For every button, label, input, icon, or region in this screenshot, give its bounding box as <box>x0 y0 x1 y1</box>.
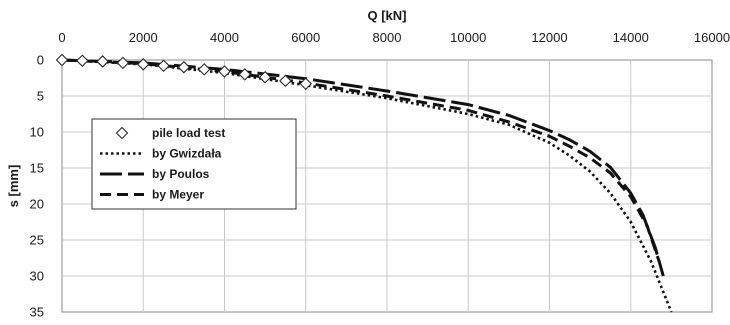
data-point-marker <box>279 74 292 88</box>
data-point-marker <box>55 53 69 67</box>
data-point-marker <box>197 63 211 76</box>
y-tick-label: 0 <box>37 53 44 68</box>
y-tick-label: 15 <box>30 161 44 176</box>
data-point-marker <box>96 55 109 68</box>
series-layer <box>55 53 673 313</box>
data-point-marker <box>299 77 313 91</box>
y-tick-label: 5 <box>37 89 44 104</box>
x-tick-label: 12000 <box>531 30 567 45</box>
series-line-dash <box>61 58 661 263</box>
y-axis-title: s [mm] <box>6 165 21 208</box>
x-tick-label: 16000 <box>694 30 730 45</box>
data-point-marker <box>76 54 89 67</box>
x-tick-label: 14000 <box>613 30 649 45</box>
x-tick-label: 6000 <box>291 30 320 45</box>
series-line-dotted <box>61 58 673 313</box>
y-tick-label: 35 <box>30 305 44 320</box>
data-point-marker <box>116 56 130 70</box>
data-point-marker <box>157 59 170 73</box>
axis-layer: 0 2000 4000 6000 8000 10000 12000 14000 16000 0 5 1… <box>30 30 730 320</box>
series-line-long-dash <box>61 58 665 277</box>
legend-label: by Meyer <box>152 188 204 202</box>
x-tick-label: 0 <box>58 30 65 45</box>
data-point-marker <box>136 58 150 71</box>
y-tick-label: 10 <box>30 125 44 140</box>
x-tick-label: 4000 <box>210 30 239 45</box>
legend: pile load test by Gwizdała by Poulos by Mey… <box>91 118 297 210</box>
legend-marker-diamond <box>115 126 129 140</box>
data-point-marker <box>258 71 272 84</box>
x-tick-label: 8000 <box>373 30 402 45</box>
data-point-marker <box>218 65 231 78</box>
legend-label: by Poulos <box>152 167 210 181</box>
y-tick-label: 20 <box>30 197 44 212</box>
legend-label: pile load test <box>152 126 225 140</box>
series-pile-load-test <box>55 53 313 91</box>
data-point-marker <box>238 68 252 81</box>
legend-label: by Gwizdała <box>152 147 222 161</box>
x-axis-title: Q [kN] <box>368 8 407 23</box>
y-tick-label: 30 <box>30 269 44 284</box>
data-point-marker <box>177 60 191 74</box>
y-tick-label: 25 <box>30 233 44 248</box>
x-tick-label: 2000 <box>129 30 158 45</box>
x-tick-label: 10000 <box>450 30 486 45</box>
